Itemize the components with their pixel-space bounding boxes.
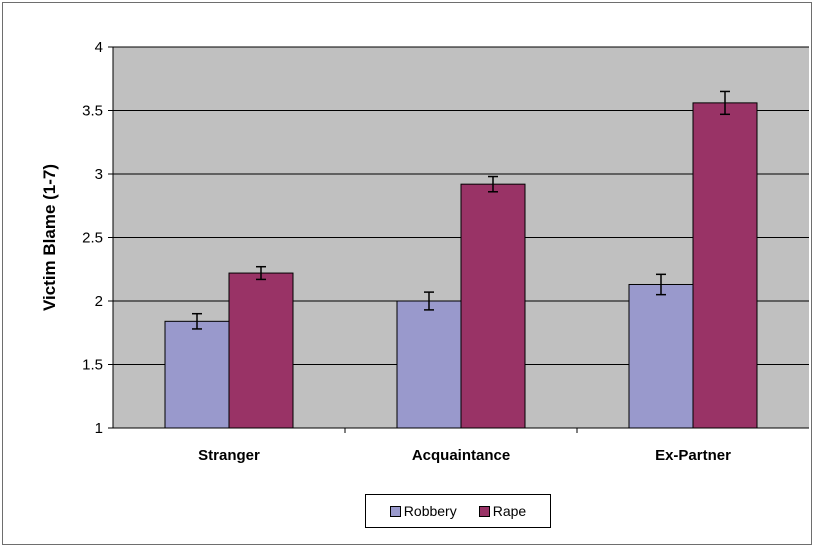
error-bar — [656, 273, 666, 296]
bar-robbery-stranger — [164, 320, 230, 429]
y-tick-label: 3 — [95, 166, 103, 183]
x-category-label: Stranger — [198, 447, 260, 464]
legend-label: Rape — [492, 503, 527, 519]
legend-swatch — [389, 505, 401, 517]
error-bar — [488, 175, 498, 193]
y-axis-title: Victim Blame (1-7) — [40, 164, 59, 311]
bar-robbery-ex-partner — [628, 283, 694, 429]
x-tick-labels: Stranger Acquaintance Ex-Partner — [198, 447, 731, 464]
bar-rape-ex-partner — [692, 102, 758, 429]
x-category-label: Ex-Partner — [655, 447, 731, 464]
y-tick-labels: 1 1.5 2 2.5 3 3.5 4 — [82, 39, 103, 437]
y-tick-label: 4 — [95, 39, 103, 56]
y-tick-label: 2.5 — [82, 230, 103, 247]
legend-item-robbery: Robbery — [389, 503, 457, 519]
legend-label: Robbery — [403, 503, 457, 519]
axes — [108, 46, 809, 433]
legend-swatch — [478, 505, 490, 517]
bar-rape-stranger — [228, 272, 294, 429]
y-tick-label: 1.5 — [82, 357, 103, 374]
error-bar — [424, 291, 434, 311]
bar-robbery-acquaintance — [396, 300, 462, 429]
y-tick-label: 3.5 — [82, 103, 103, 120]
bar-rape-acquaintance — [460, 183, 526, 429]
bars — [164, 102, 758, 429]
legend-item-rape: Rape — [478, 503, 527, 519]
y-tick-label: 1 — [95, 420, 103, 437]
error-bar — [256, 265, 266, 281]
legend: Robbery Rape — [365, 494, 551, 528]
y-tick-label: 2 — [95, 293, 103, 310]
error-bars — [192, 90, 730, 330]
error-bar — [192, 312, 202, 330]
error-bar — [720, 90, 730, 116]
x-category-label: Acquaintance — [412, 447, 510, 464]
bar-chart: 1 1.5 2 2.5 3 3.5 4 Stranger Acquaintance Ex-Par… — [40, 39, 809, 464]
